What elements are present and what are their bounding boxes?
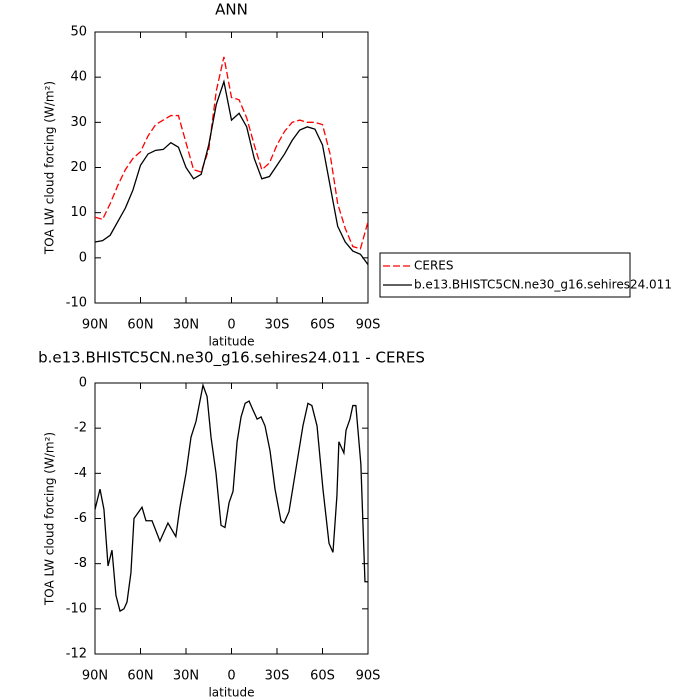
y-tick-label: 50: [70, 25, 87, 40]
y-tick-label: 20: [70, 160, 87, 175]
x-tick-label: 0: [227, 669, 235, 684]
y-tick-label: -6: [74, 511, 87, 526]
x-tick-label: 90S: [356, 669, 381, 684]
x-tick-label: 60S: [310, 318, 335, 333]
data-line: [94, 56, 369, 250]
legend-box: [379, 252, 631, 298]
y-tick-label: -12: [66, 647, 87, 662]
y-tick-label: -8: [74, 556, 87, 571]
x-tick-label: 30S: [265, 318, 290, 333]
legend-label: CERES: [414, 259, 454, 273]
y-tick-label: -4: [74, 466, 87, 481]
x-tick-label: 60N: [127, 669, 153, 684]
x-tick-label: 60N: [127, 318, 153, 333]
x-tick-label: 90S: [356, 318, 381, 333]
y-tick-label: -10: [66, 296, 87, 311]
x-tick-label: 60S: [310, 669, 335, 684]
y-axis-label: TOA LW cloud forcing (W/m²): [43, 81, 57, 255]
y-tick-label: 40: [70, 70, 87, 85]
y-tick-label: -2: [74, 421, 87, 436]
y-tick-label: -10: [66, 601, 87, 616]
data-line: [94, 382, 368, 613]
data-line: [94, 79, 369, 265]
y-tick-label: 0: [79, 376, 87, 391]
y-tick-label: 0: [79, 250, 87, 265]
y-tick-label: 30: [70, 115, 87, 130]
legend-label: b.e13.BHISTC5CN.ne30_g16.sehires24.011: [414, 278, 672, 292]
x-tick-label: 0: [227, 318, 235, 333]
x-tick-label: 30S: [265, 669, 290, 684]
chart-title: b.e13.BHISTC5CN.ne30_g16.sehires24.011 -…: [38, 349, 425, 368]
x-tick-label: 30N: [173, 318, 199, 333]
x-tick-label: 30N: [173, 669, 199, 684]
chart-title: ANN: [215, 1, 248, 19]
x-axis-label: latitude: [208, 686, 254, 700]
x-tick-label: 90N: [82, 318, 108, 333]
x-tick-label: 90N: [82, 669, 108, 684]
x-axis-label: latitude: [208, 335, 254, 349]
y-axis-label: TOA LW cloud forcing (W/m²): [43, 432, 57, 606]
y-tick-label: 10: [70, 205, 87, 220]
